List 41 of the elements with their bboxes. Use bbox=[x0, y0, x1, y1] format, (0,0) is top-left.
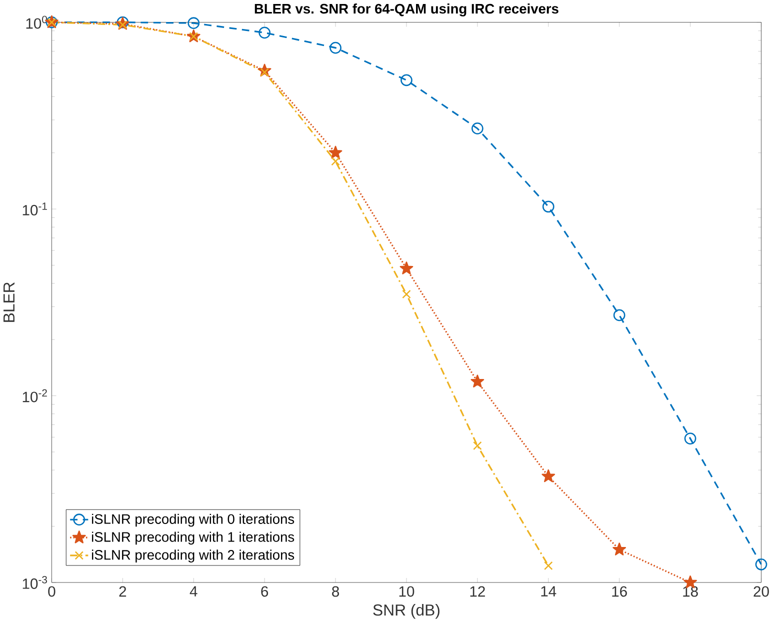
point bbox=[755, 558, 768, 570]
y-tick-label: 10$^{-1}$ bbox=[22, 202, 47, 216]
x-tick-label: 2 bbox=[119, 586, 126, 596]
point bbox=[613, 309, 626, 321]
x-tick-label: 18 bbox=[683, 586, 698, 597]
chart-title: BLER vs. SNR for 64-QAM using IRC receivers bbox=[254, 3, 558, 16]
x-tick-label: 16 bbox=[612, 586, 627, 597]
point bbox=[684, 432, 696, 444]
point bbox=[542, 469, 556, 482]
x-tick-label: 4 bbox=[190, 586, 198, 596]
point bbox=[470, 374, 484, 388]
x-axis-title: SNR (dB) bbox=[373, 604, 440, 619]
point bbox=[118, 20, 128, 29]
point bbox=[473, 441, 482, 450]
point bbox=[189, 32, 198, 41]
point bbox=[612, 542, 626, 556]
point bbox=[260, 68, 269, 76]
point bbox=[542, 200, 554, 212]
point bbox=[400, 261, 414, 274]
x-tick-label: 12 bbox=[470, 586, 485, 596]
legend-label: iSLNR precoding with 0 iterations bbox=[92, 514, 294, 527]
x-tick-label: 0 bbox=[48, 586, 56, 597]
point bbox=[400, 74, 412, 86]
point bbox=[258, 26, 270, 38]
point bbox=[331, 156, 340, 166]
x-tick-label: 14 bbox=[541, 586, 556, 596]
y-axis-title: BLER bbox=[4, 282, 14, 322]
point bbox=[471, 122, 484, 134]
x-tick-label: 20 bbox=[754, 586, 769, 597]
x-tick-label: 6 bbox=[261, 586, 268, 597]
y-tick-label: 10$^{-2}$ bbox=[22, 389, 47, 402]
point bbox=[330, 42, 342, 54]
x-tick-label: 8 bbox=[332, 586, 340, 597]
point bbox=[188, 17, 200, 29]
point bbox=[544, 561, 553, 570]
y-tick-label: 10$^{-3}$ bbox=[22, 576, 47, 589]
point bbox=[328, 146, 342, 158]
legend-label: iSLNR precoding with 2 iterations bbox=[92, 550, 294, 562]
point bbox=[402, 290, 411, 298]
x-tick-label: 10 bbox=[399, 586, 414, 597]
legend-label: iSLNR precoding with 1 iterations bbox=[92, 532, 294, 544]
